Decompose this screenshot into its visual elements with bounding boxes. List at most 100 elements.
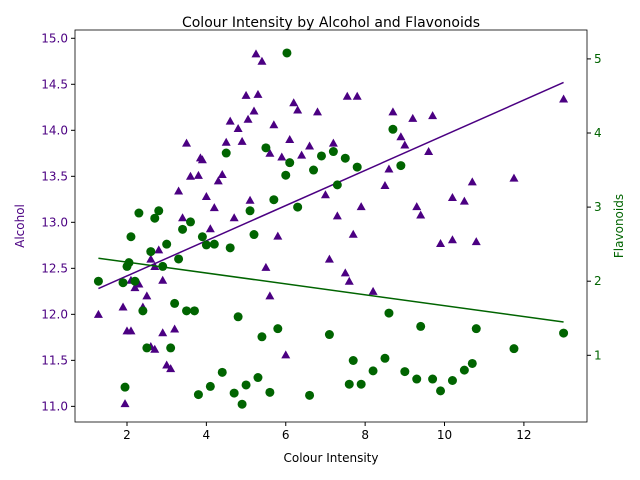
alcohol-point	[305, 141, 315, 150]
alcohol-point	[412, 202, 422, 211]
x-tick-label: 2	[123, 428, 131, 442]
alcohol-point	[185, 171, 195, 180]
alcohol-point	[225, 116, 235, 125]
alcohol-point	[126, 326, 136, 335]
flavonoid-point	[170, 298, 180, 308]
flavonoid-point	[416, 321, 426, 331]
alcohol-point	[134, 279, 144, 288]
flavonoid-point	[174, 254, 184, 264]
alcohol-point	[251, 49, 261, 58]
flavonoid-point	[185, 217, 195, 227]
flavonoid-point	[356, 379, 366, 389]
flavonoid-point	[316, 151, 326, 161]
x-tick-label: 6	[282, 428, 290, 442]
alcohol-point	[342, 91, 352, 100]
flavonoid-point	[225, 243, 235, 253]
flavonoid-point	[265, 387, 275, 397]
flavonoid-point	[340, 153, 350, 163]
alcohol-point	[197, 155, 207, 164]
alcohol-point	[174, 186, 184, 195]
alcohol-point	[297, 150, 307, 159]
alcohol-point	[281, 350, 291, 359]
flavonoid-point	[400, 367, 410, 377]
alcohol-point	[245, 195, 255, 204]
alcohol-point	[265, 291, 275, 300]
flavonoid-point	[305, 390, 315, 400]
alcohol-point	[408, 113, 418, 122]
y-tick-label: 13.5	[41, 169, 68, 183]
flavonoid-point	[142, 343, 152, 353]
trend-line	[98, 257, 564, 323]
flavonoid-point	[467, 358, 477, 368]
chart-title: Colour Intensity by Alcohol and Flavonoi…	[182, 15, 480, 31]
alcohol-point	[221, 137, 231, 146]
alcohol-point	[158, 328, 168, 337]
y-tick-label: 12.5	[41, 261, 68, 275]
flavonoid-point	[201, 240, 211, 250]
alcohol-point	[348, 229, 358, 238]
y-tick-label: 14.5	[41, 77, 68, 91]
flavonoid-point	[509, 344, 519, 354]
flavonoid-point	[324, 330, 334, 340]
alcohol-point	[313, 107, 323, 116]
alcohol-point	[509, 173, 519, 182]
flavonoid-point	[412, 374, 422, 384]
alcohol-point	[285, 135, 295, 144]
flavonoid-point	[189, 306, 199, 316]
flavonoid-point	[93, 276, 103, 286]
alcohol-point	[217, 169, 227, 178]
flavonoid-point	[380, 353, 390, 363]
alcohol-point	[243, 114, 253, 123]
flavonoid-point	[166, 343, 176, 353]
flavonoid-point	[241, 380, 251, 390]
alcohol-point	[166, 364, 176, 373]
flavonoid-point	[471, 324, 481, 334]
alcohol-point	[150, 344, 160, 353]
alcohol-point	[265, 148, 275, 157]
alcohol-point	[253, 89, 263, 98]
alcohol-point	[416, 210, 426, 219]
alcohol-point	[201, 192, 211, 201]
y-tick-label: 11.5	[41, 353, 68, 367]
flavonoid-point	[388, 124, 398, 134]
flavonoid-point	[178, 224, 188, 234]
y2-tick-label: 4	[594, 126, 602, 140]
alcohol-point	[154, 245, 164, 254]
alcohol-point	[459, 196, 469, 205]
alcohol-point	[332, 211, 342, 220]
y2-tick-label: 3	[594, 200, 602, 214]
flavonoid-point	[285, 158, 295, 168]
alcohol-point	[229, 213, 239, 222]
y2-tick-label: 5	[594, 52, 602, 66]
flavonoid-point	[193, 390, 203, 400]
alcohol-point	[233, 123, 243, 132]
flavonoid-point	[269, 195, 279, 205]
alcohol-point	[340, 268, 350, 277]
flavonoid-point	[130, 276, 140, 286]
alcohol-point	[400, 140, 410, 149]
alcohol-point	[396, 132, 406, 141]
alcohol-point	[257, 56, 267, 65]
alcohol-point	[120, 399, 130, 408]
alcohol-point	[213, 176, 223, 185]
alcohol-point	[273, 231, 283, 240]
alcohol-point	[447, 192, 457, 201]
flavonoid-point	[118, 278, 128, 288]
flavonoid-point	[237, 399, 247, 409]
alcohol-point	[320, 190, 330, 199]
flavonoid-point	[209, 239, 219, 249]
flavonoid-point	[459, 365, 469, 375]
flavonoid-point	[282, 48, 292, 58]
alcohol-point	[293, 105, 303, 114]
plot-frame	[74, 29, 588, 423]
flavonoid-point	[257, 332, 267, 342]
alcohol-point	[209, 203, 219, 212]
flavonoid-point	[120, 382, 130, 392]
flavonoid-point	[182, 306, 192, 316]
flavonoid-point	[328, 147, 338, 157]
alcohol-point	[436, 238, 446, 247]
flavonoid-point	[233, 312, 243, 322]
alcohol-point	[178, 213, 188, 222]
flavonoid-point	[384, 308, 394, 318]
alcohol-point	[344, 276, 354, 285]
